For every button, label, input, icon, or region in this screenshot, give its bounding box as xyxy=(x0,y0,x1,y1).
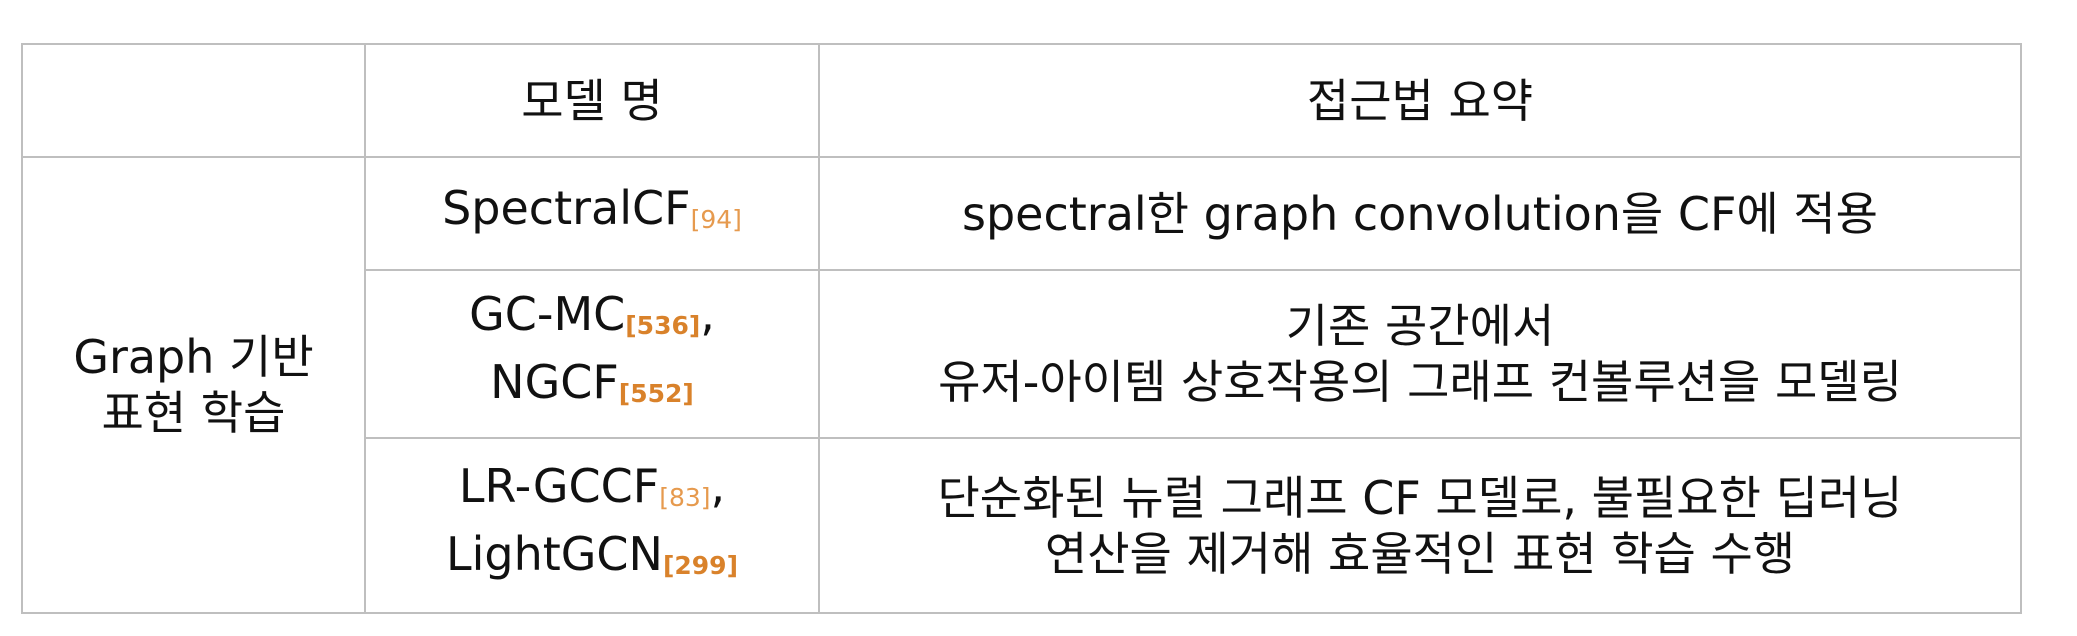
model-name-entry: SpectralCF[94] xyxy=(374,180,810,248)
model-name: LR-GCCF xyxy=(458,458,660,513)
summary-line: 단순화된 뉴럴 그래프 CF 모델로, 불필요한 딥러닝 xyxy=(937,470,1903,525)
reference-number: [299] xyxy=(662,550,739,580)
model-name-cell: LR-GCCF[83], LightGCN[299] xyxy=(364,437,820,614)
table-header-row: 모델 명 접근법 요약 xyxy=(21,43,2022,158)
table-row: GC-MC[536], NGCF[552] 기존 공간에서 유저-아이템 상호작… xyxy=(22,269,2022,439)
table-row: Graph 기반 표현 학습 SpectralCF[94] spectral한 … xyxy=(21,156,2022,614)
model-summary-table-container: 모델 명 접근법 요약 Graph 기반 표현 학습 SpectralCF[94… xyxy=(21,43,2022,614)
approach-summary-cell: 단순화된 뉴럴 그래프 CF 모델로, 불필요한 딥러닝 연산을 제거해 효율적… xyxy=(818,437,2022,614)
model-name-entry: GC-MC[536], xyxy=(374,286,810,354)
model-name-entry: LightGCN[299] xyxy=(374,526,810,594)
reference-number: [536] xyxy=(625,311,701,340)
category-label-line1: Graph 기반 xyxy=(73,330,314,384)
reference-number: [552] xyxy=(618,379,694,408)
summary-line: 유저-아이템 상호작용의 그래프 컨볼루션을 모델링 xyxy=(938,355,1902,409)
header-cell-model-name: 모델 명 xyxy=(364,43,820,158)
model-name: LightGCN xyxy=(445,526,663,581)
header-cell-approach-summary: 접근법 요약 xyxy=(818,43,2022,158)
model-name-separator: , xyxy=(700,287,715,341)
summary-line: 기존 공간에서 xyxy=(1285,299,1555,353)
model-name-cell: SpectralCF[94] xyxy=(364,156,820,271)
model-name-entry: LR-GCCF[83], xyxy=(374,458,810,526)
summary-line: spectral한 graph convolution을 CF에 적용 xyxy=(962,186,1878,241)
summary-line: 연산을 제거해 효율적인 표현 학습 수행 xyxy=(1044,526,1796,581)
model-name: GC-MC xyxy=(469,287,626,341)
header-cell-category xyxy=(21,43,366,158)
category-cell: Graph 기반 표현 학습 xyxy=(21,156,366,614)
model-name-entry: NGCF[552] xyxy=(374,354,810,422)
model-summary-table: 모델 명 접근법 요약 Graph 기반 표현 학습 SpectralCF[94… xyxy=(21,43,2022,614)
category-label-line2: 표현 학습 xyxy=(101,386,286,440)
reference-number: [94] xyxy=(690,204,742,234)
reference-number: [83] xyxy=(659,482,711,512)
model-name-separator: , xyxy=(710,458,726,513)
table-row: LR-GCCF[83], LightGCN[299] 단순화된 뉴럴 그래프 C… xyxy=(22,437,2022,614)
approach-summary-cell: spectral한 graph convolution을 CF에 적용 xyxy=(818,156,2022,271)
model-name: SpectralCF xyxy=(442,180,691,235)
approach-summary-cell: 기존 공간에서 유저-아이템 상호작용의 그래프 컨볼루션을 모델링 xyxy=(818,269,2022,439)
model-name: NGCF xyxy=(490,355,619,409)
model-name-cell: GC-MC[536], NGCF[552] xyxy=(364,269,820,439)
